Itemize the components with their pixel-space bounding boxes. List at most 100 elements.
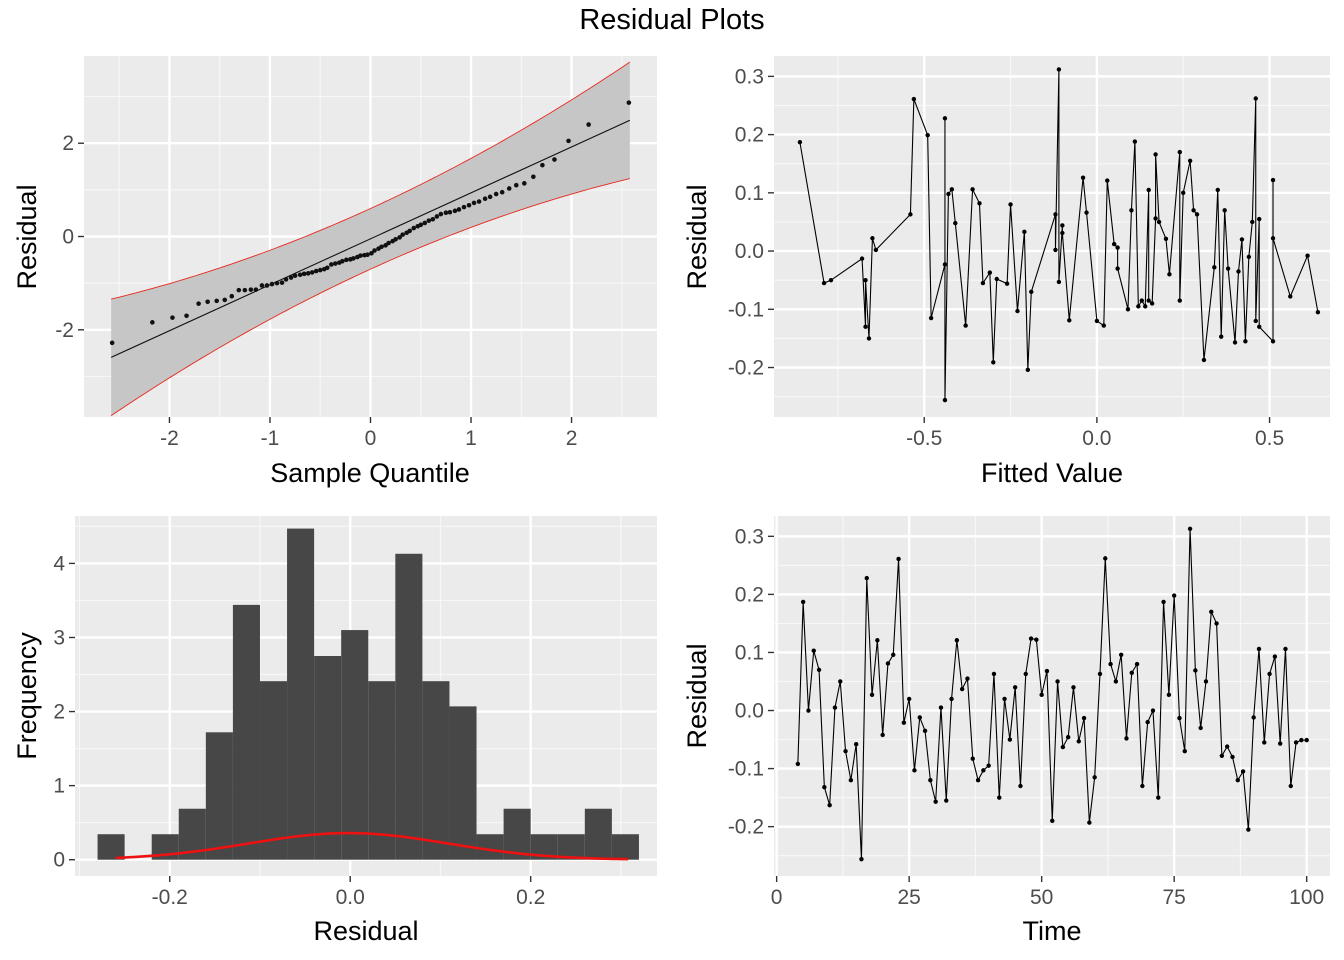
fitted-point — [1029, 289, 1034, 295]
fitted-point — [1094, 318, 1100, 324]
fitted-point — [1015, 308, 1020, 314]
histogram-bar — [557, 834, 585, 860]
time-point — [1203, 679, 1209, 684]
time-point — [1240, 769, 1246, 774]
fitted-point — [1025, 367, 1031, 373]
fitted-point — [1236, 269, 1241, 274]
histogram-xtick-label: -0.2 — [152, 886, 188, 909]
fitted-point — [1305, 253, 1310, 258]
fitted-ytick-label: 0.3 — [735, 65, 764, 88]
fitted-point — [1257, 216, 1262, 222]
fitted-point — [928, 315, 934, 321]
qq-point — [170, 315, 175, 320]
time-point — [997, 795, 1002, 800]
histogram-bar — [232, 604, 260, 860]
fitted-point — [1239, 237, 1245, 242]
qq-point — [236, 287, 242, 293]
qq-point — [283, 277, 289, 282]
qq-point — [229, 293, 235, 299]
fitted-point — [828, 277, 834, 283]
fitted-point — [1243, 339, 1248, 344]
fitted-point — [946, 191, 951, 197]
time-point — [1129, 670, 1134, 675]
time-point — [1214, 621, 1219, 626]
time-point — [1124, 736, 1129, 741]
time-point — [1272, 654, 1278, 659]
fitted-point — [1212, 265, 1217, 270]
fitted-point — [1115, 245, 1120, 250]
time-point — [922, 728, 928, 734]
fitted-point — [953, 220, 958, 226]
histogram-bar — [259, 681, 288, 860]
qq-point — [400, 232, 405, 237]
fitted-ytick-label: 0.0 — [735, 240, 764, 263]
time-point — [1193, 668, 1198, 673]
time-ytick-label: 0.2 — [735, 583, 764, 606]
qq-point — [222, 297, 228, 303]
fitted-point — [1177, 149, 1182, 155]
fitted-point — [1056, 279, 1062, 285]
fitted-point — [1146, 298, 1151, 303]
fitted-point — [1060, 230, 1065, 236]
fitted-point — [1067, 318, 1072, 323]
qq-point — [274, 280, 280, 286]
qq-xtick-label: 0 — [365, 427, 377, 450]
fitted-ytick-label: 0.1 — [735, 182, 764, 205]
time-point — [944, 798, 949, 803]
time-point — [1044, 668, 1050, 674]
histogram-bar — [341, 630, 369, 860]
time-point — [1177, 715, 1182, 721]
time-point — [800, 599, 806, 605]
qq-xlabel: Sample Quantile — [270, 458, 470, 488]
qq-ytick-label: -2 — [55, 319, 74, 342]
time-point — [1219, 753, 1225, 759]
time-point — [1209, 609, 1214, 615]
time-point — [1224, 744, 1230, 749]
fitted-point — [1201, 357, 1207, 363]
fitted-point — [925, 132, 930, 138]
time-point — [1034, 637, 1039, 642]
fitted-point — [942, 116, 948, 121]
qq-point — [482, 196, 488, 202]
fitted-point — [1101, 323, 1107, 328]
fitted-point — [1253, 96, 1258, 101]
histogram-ylabel: Frequency — [12, 632, 42, 760]
fitted-point — [949, 187, 955, 192]
qq-point — [214, 298, 219, 304]
time-point — [1150, 708, 1156, 713]
time-point — [1028, 636, 1034, 641]
fitted-axes: -0.5 0.0 0.5 -0.2 -0.1 0.0 0.1 0.2 0.3 — [728, 65, 1284, 450]
fitted-point — [1153, 152, 1158, 157]
fitted-xlabel: Fitted Value — [981, 458, 1123, 488]
fitted-xtick-label: -0.5 — [906, 427, 942, 450]
qq-point — [279, 280, 285, 285]
time-point — [1007, 737, 1013, 742]
time-point — [1065, 735, 1071, 740]
qq-axes: -2 -1 0 1 2 -2 0 2 — [55, 132, 577, 450]
qq-point — [461, 204, 467, 210]
qq-point — [205, 299, 210, 305]
fitted-point — [970, 187, 975, 192]
qq-point — [333, 261, 338, 266]
qq-point — [242, 287, 248, 293]
histogram-ytick-label: 1 — [53, 775, 65, 798]
fitted-point — [1181, 190, 1186, 196]
qq-point — [540, 162, 545, 168]
histogram-bar — [584, 808, 612, 860]
time-point — [917, 715, 922, 720]
fitted-point — [1222, 208, 1227, 213]
qq-point — [369, 250, 374, 256]
qq-point — [264, 283, 270, 288]
time-ytick-label: 0.0 — [735, 700, 764, 723]
time-xtick-label: 0 — [771, 886, 783, 909]
fitted-point — [863, 277, 868, 283]
time-xtick-label: 100 — [1289, 886, 1324, 909]
qq-point — [328, 262, 334, 267]
time-xtick-label: 50 — [1030, 886, 1053, 909]
fitted-minor-grid — [774, 56, 1330, 417]
time-point — [827, 802, 832, 808]
time-point — [1103, 556, 1108, 561]
time-point — [1113, 679, 1119, 684]
fitted-marks — [797, 67, 1321, 403]
